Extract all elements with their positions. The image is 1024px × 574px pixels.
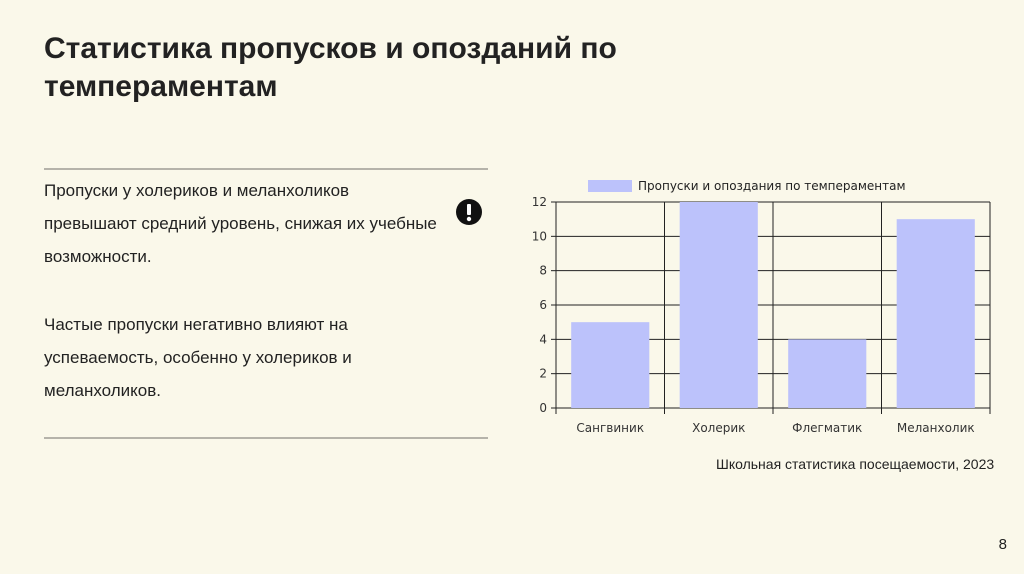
ytick-label: 0 bbox=[539, 401, 547, 415]
ytick-label: 8 bbox=[539, 264, 547, 278]
page-number: 8 bbox=[998, 536, 1007, 553]
bar-1 bbox=[571, 322, 650, 408]
bar-3 bbox=[788, 339, 867, 408]
top-divider bbox=[44, 168, 488, 170]
bottom-divider bbox=[44, 437, 488, 439]
category-label: Флегматик bbox=[792, 421, 862, 435]
ytick-label: 2 bbox=[539, 367, 547, 381]
ytick-label: 6 bbox=[539, 298, 547, 312]
legend-label: Пропуски и опоздания по темпераментам bbox=[638, 179, 906, 193]
bar-4 bbox=[896, 219, 975, 408]
chart-legend: Пропуски и опоздания по темпераментам bbox=[588, 179, 906, 193]
category-label: Меланхолик bbox=[897, 421, 975, 435]
category-label: Сангвиник bbox=[576, 421, 644, 435]
temperament-bar-chart: Пропуски и опоздания по темпераментам 0 2… bbox=[532, 179, 991, 435]
ytick-label: 4 bbox=[539, 332, 547, 346]
data-source-caption: Школьная статистика посещаемости, 2023 bbox=[716, 456, 995, 472]
slide-title: Статистика пропусков и опозданий по темп… bbox=[44, 32, 617, 103]
ytick-label: 12 bbox=[532, 195, 547, 209]
ytick-label: 10 bbox=[532, 229, 547, 243]
category-label: Холерик bbox=[692, 421, 745, 435]
bar-2 bbox=[679, 202, 758, 408]
exclamation-circle-icon bbox=[456, 199, 482, 225]
paragraph-absences: Пропуски у холериков и меланхоликов прев… bbox=[44, 181, 437, 266]
paragraph-impact: Частые пропуски негативно влияют на успе… bbox=[44, 315, 352, 400]
legend-swatch bbox=[588, 180, 632, 192]
